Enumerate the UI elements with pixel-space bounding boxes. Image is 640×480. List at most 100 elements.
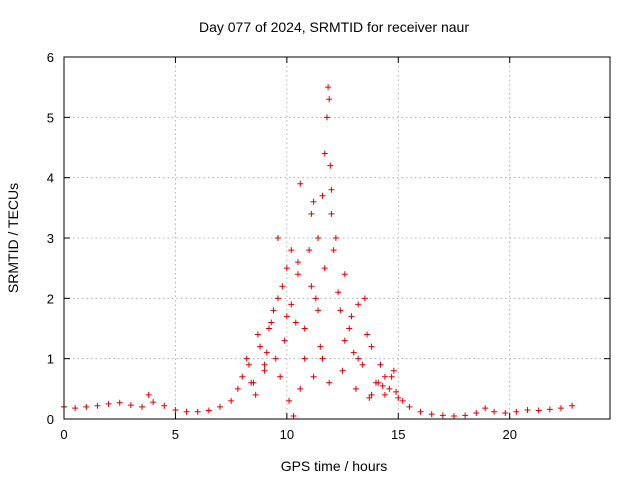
- y-tick-label: 1: [47, 352, 54, 367]
- data-point: [348, 313, 355, 320]
- x-tick-label: 10: [280, 427, 294, 442]
- y-tick-label: 0: [47, 412, 54, 427]
- data-point: [245, 361, 252, 368]
- data-point: [451, 412, 457, 419]
- data-point: [513, 408, 520, 415]
- data-point: [277, 373, 284, 380]
- data-point: [274, 235, 281, 241]
- data-point: [292, 319, 299, 326]
- data-point: [428, 411, 435, 418]
- data-point: [234, 385, 241, 392]
- data-point: [321, 150, 328, 157]
- data-point: [290, 412, 297, 419]
- data-point: [337, 307, 344, 314]
- data-point: [283, 313, 290, 320]
- data-point: [346, 325, 353, 332]
- data-point: [321, 265, 328, 272]
- data-point: [328, 186, 335, 193]
- data-point: [94, 402, 101, 409]
- data-point: [263, 349, 270, 356]
- data-point: [364, 331, 371, 338]
- data-point: [352, 385, 359, 392]
- data-point: [375, 379, 382, 386]
- data-point: [319, 192, 326, 199]
- data-point: [252, 391, 259, 398]
- data-point: [328, 210, 335, 217]
- data-point: [355, 355, 362, 362]
- chart-title: Day 077 of 2024, SRMTID for receiver nau…: [199, 19, 469, 35]
- data-point: [491, 408, 498, 415]
- data-point: [308, 283, 315, 290]
- data-point: [150, 399, 157, 406]
- x-tick-label: 0: [60, 427, 67, 442]
- data-point: [239, 373, 246, 380]
- y-tick-label: 3: [47, 231, 54, 246]
- data-point: [127, 402, 134, 409]
- data-point: [399, 397, 406, 404]
- data-point: [535, 407, 542, 414]
- data-point: [323, 114, 330, 121]
- data-point: [368, 343, 375, 350]
- data-point: [569, 402, 576, 409]
- data-point: [315, 307, 322, 314]
- data-point: [377, 361, 384, 368]
- data-point: [306, 247, 313, 254]
- data-points: [61, 84, 576, 419]
- data-point: [417, 408, 424, 415]
- data-point: [312, 295, 319, 302]
- data-point: [72, 405, 79, 412]
- data-point: [297, 385, 304, 392]
- y-tick-label: 6: [47, 50, 54, 65]
- data-point: [205, 407, 212, 414]
- data-point: [379, 382, 386, 389]
- data-point: [524, 406, 531, 413]
- data-point: [325, 84, 332, 91]
- data-point: [395, 394, 402, 401]
- data-point: [295, 259, 301, 266]
- data-point: [462, 412, 469, 419]
- data-point: [250, 379, 257, 386]
- x-tick-label: 15: [391, 427, 405, 442]
- data-point: [295, 271, 301, 278]
- data-point: [381, 373, 388, 380]
- data-point: [268, 319, 275, 326]
- y-axis-label: SRMTID / TECUs: [5, 183, 21, 293]
- data-point: [83, 403, 90, 410]
- data-point: [243, 355, 250, 362]
- data-point: [381, 391, 388, 398]
- data-point: [335, 289, 342, 296]
- data-point: [341, 337, 348, 344]
- data-point: [194, 408, 201, 415]
- data-point: [161, 402, 168, 409]
- x-tick-label: 20: [502, 427, 516, 442]
- data-point: [368, 391, 375, 398]
- data-point: [254, 331, 261, 338]
- y-tick-label: 2: [47, 291, 54, 306]
- data-point: [228, 397, 235, 404]
- data-point: [266, 325, 273, 332]
- data-point: [317, 343, 324, 350]
- data-point: [279, 283, 286, 290]
- data-point: [355, 301, 362, 308]
- data-point: [350, 349, 357, 356]
- data-point: [406, 403, 413, 410]
- data-point: [105, 400, 112, 407]
- data-point: [339, 367, 346, 374]
- data-point: [217, 403, 223, 410]
- x-tick-label: 5: [172, 427, 179, 442]
- y-tick-label: 4: [47, 171, 54, 186]
- data-point: [308, 210, 315, 217]
- plot-frame: [63, 56, 611, 420]
- data-point: [330, 247, 337, 254]
- data-point: [326, 379, 333, 386]
- data-point: [341, 271, 348, 278]
- data-point: [366, 394, 373, 401]
- data-point: [261, 367, 268, 374]
- data-point: [482, 405, 489, 412]
- data-point: [286, 397, 293, 404]
- data-point: [319, 355, 326, 362]
- data-point: [283, 265, 290, 272]
- data-point: [332, 235, 339, 241]
- x-axis-label: GPS time / hours: [281, 458, 388, 474]
